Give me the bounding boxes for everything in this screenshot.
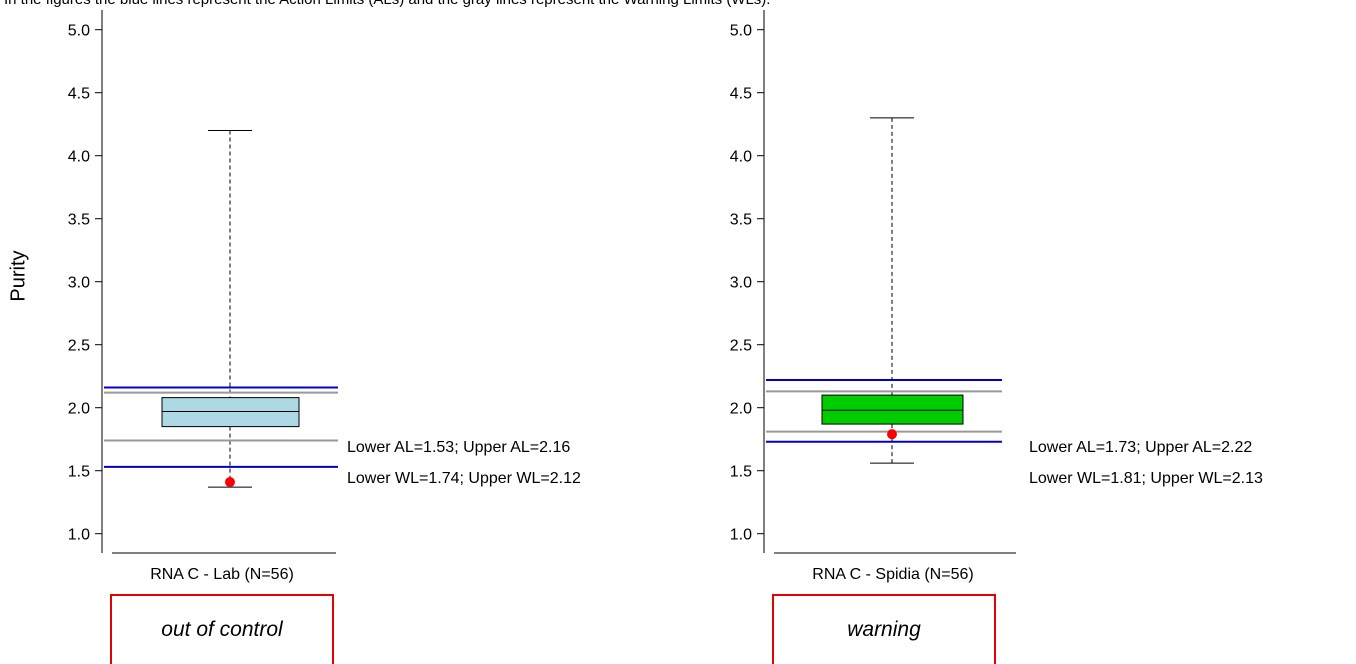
y-tick-label-spidia: 3.5 xyxy=(730,212,752,229)
warning-limits-text-lab: Lower WL=1.74; Upper WL=2.12 xyxy=(347,470,581,487)
x-category-label-spidia: RNA C - Spidia (N=56) xyxy=(812,566,973,583)
y-tick-label-lab: 3.5 xyxy=(68,212,90,229)
y-tick-label-spidia: 2.5 xyxy=(730,338,752,355)
y-tick-label-spidia: 5.0 xyxy=(730,23,752,40)
y-tick-label-lab: 4.5 xyxy=(68,86,90,103)
y-tick-label-spidia: 2.0 xyxy=(730,401,752,418)
sample-point-spidia xyxy=(887,429,897,440)
y-tick-label-lab: 4.0 xyxy=(68,149,90,166)
y-tick-label-spidia: 4.5 xyxy=(730,86,752,103)
y-tick-label-spidia: 1.5 xyxy=(730,464,752,481)
y-tick-label-lab: 5.0 xyxy=(68,23,90,40)
box-lab xyxy=(161,397,300,428)
action-limits-text-lab: Lower AL=1.53; Upper AL=2.16 xyxy=(347,439,570,456)
box-spidia xyxy=(821,394,964,425)
y-tick-label-spidia: 1.0 xyxy=(730,527,752,544)
status-box-lab: out of control xyxy=(110,594,334,664)
status-box-spidia: warning xyxy=(772,594,996,664)
warning-limits-text-spidia: Lower WL=1.81; Upper WL=2.13 xyxy=(1029,470,1263,487)
y-tick-label-lab: 3.0 xyxy=(68,275,90,292)
y-tick-label-lab: 2.5 xyxy=(68,338,90,355)
y-tick-label-lab: 1.5 xyxy=(68,464,90,481)
y-tick-label-spidia: 3.0 xyxy=(730,275,752,292)
status-label-spidia: warning xyxy=(847,618,921,641)
sample-point-lab xyxy=(225,477,235,488)
y-tick-label-lab: 1.0 xyxy=(68,527,90,544)
figure-caption: In the figures the blue lines represent … xyxy=(4,0,770,8)
y-tick-label-spidia: 4.0 xyxy=(730,149,752,166)
y-tick-label-lab: 2.0 xyxy=(68,401,90,418)
action-limits-text-spidia: Lower AL=1.73; Upper AL=2.22 xyxy=(1029,439,1252,456)
status-label-lab: out of control xyxy=(161,618,283,641)
x-category-label-lab: RNA C - Lab (N=56) xyxy=(150,566,294,583)
